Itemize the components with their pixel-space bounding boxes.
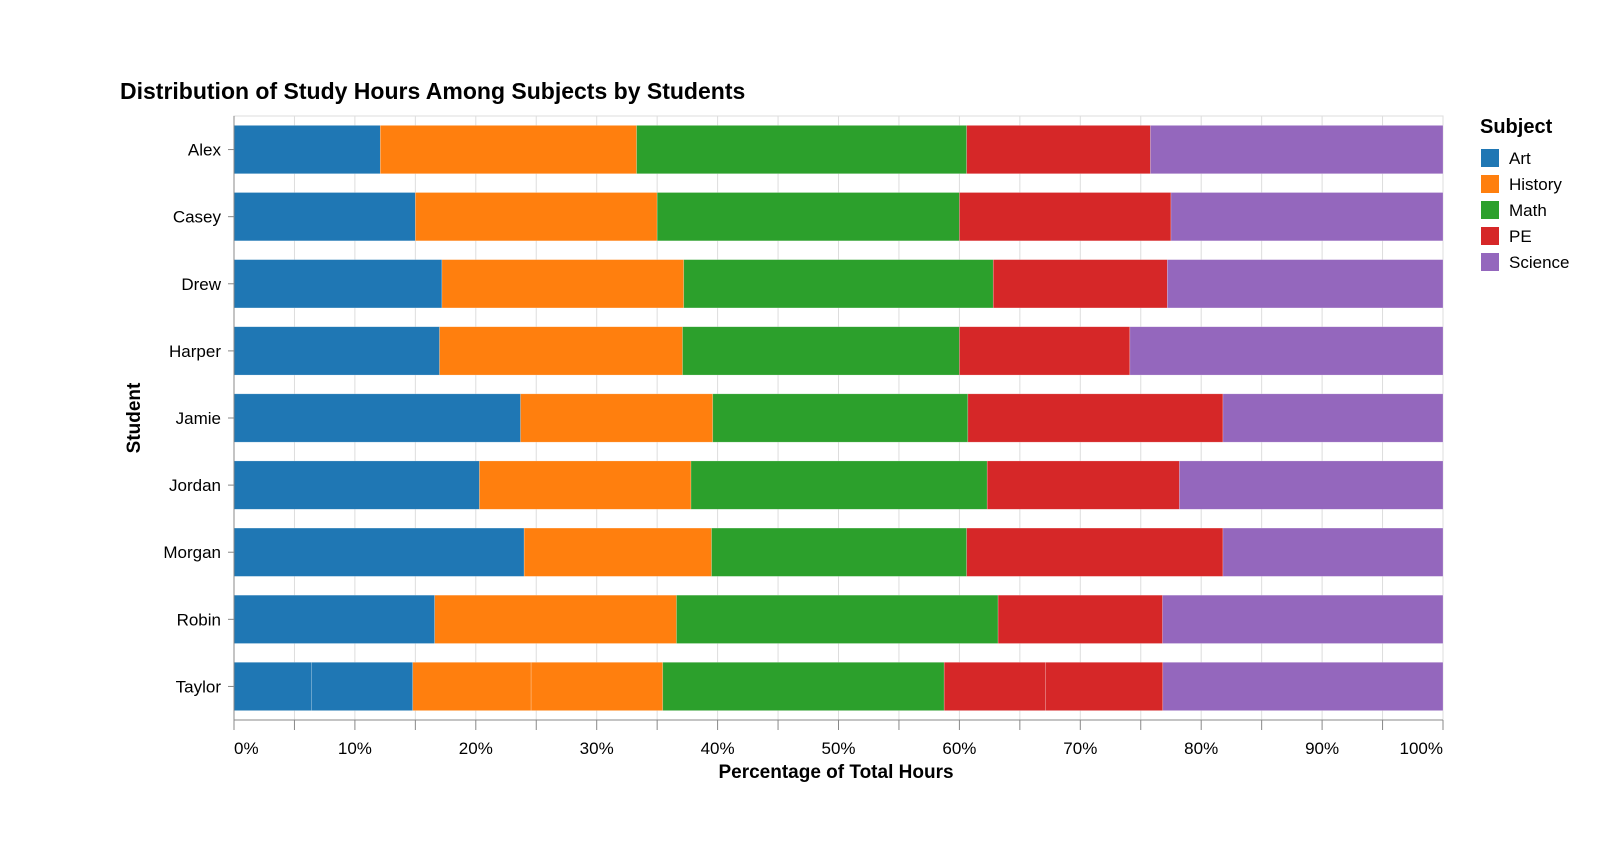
bar-pe-taylor — [943, 661, 1046, 711]
bar-history-casey — [415, 192, 658, 242]
bar-math-taylor — [662, 661, 945, 711]
legend-swatch-art — [1481, 149, 1499, 167]
bar-history-drew — [441, 259, 685, 309]
x-tick-label: 40% — [701, 739, 735, 758]
bars — [233, 125, 1444, 711]
bar-history-harper — [439, 326, 683, 376]
y-axis: Alex Casey Drew Harper Jamie Jordan Morgan Robi… — [163, 116, 235, 720]
bar-art-jordan — [233, 460, 480, 510]
bar-history-morgan — [523, 527, 712, 577]
y-tick-label: Alex — [188, 141, 222, 160]
bar-math-drew — [683, 259, 994, 309]
bar-science-robin — [1162, 594, 1444, 644]
bar-pe-robin — [997, 594, 1163, 644]
legend-label-history: History — [1509, 175, 1562, 194]
y-tick-label: Taylor — [176, 677, 222, 696]
bar-pe-morgan — [966, 527, 1224, 577]
legend: Subject Art History Math PE Science — [1480, 116, 1569, 272]
bar-art-taylor — [310, 661, 414, 711]
bar-math-morgan — [711, 527, 967, 577]
bar-art-taylor — [233, 661, 312, 711]
bar-pe-harper — [959, 326, 1131, 376]
chart-title: Distribution of Study Hours Among Subjec… — [120, 78, 745, 104]
bar-art-casey — [233, 192, 416, 242]
legend-label-math: Math — [1509, 201, 1547, 220]
legend-swatch-math — [1481, 201, 1499, 219]
bar-pe-jamie — [967, 393, 1224, 443]
bar-pe-taylor — [1045, 661, 1164, 711]
x-axis-title: Percentage of Total Hours — [718, 762, 953, 783]
x-tick-label: 100% — [1400, 739, 1443, 758]
bar-history-jordan — [479, 460, 692, 510]
x-tick-label: 50% — [821, 739, 855, 758]
bar-pe-drew — [992, 259, 1168, 309]
bar-science-morgan — [1222, 527, 1444, 577]
bar-history-taylor — [412, 661, 532, 711]
x-tick-label: 0% — [234, 739, 259, 758]
bar-math-casey — [656, 192, 960, 242]
y-tick-label: Casey — [173, 208, 222, 227]
bar-history-alex — [379, 125, 637, 175]
bar-history-robin — [434, 594, 677, 644]
y-tick-label: Robin — [177, 610, 221, 629]
x-tick-label: 10% — [338, 739, 372, 758]
bar-art-robin — [233, 594, 435, 644]
legend-label-science: Science — [1509, 253, 1569, 272]
bar-science-jamie — [1222, 393, 1444, 443]
bar-science-taylor — [1162, 661, 1444, 711]
bar-science-jordan — [1179, 460, 1444, 510]
bar-pe-jordan — [986, 460, 1180, 510]
legend-swatch-pe — [1481, 227, 1499, 245]
bar-art-morgan — [233, 527, 525, 577]
bar-history-jamie — [520, 393, 714, 443]
bar-pe-alex — [966, 125, 1151, 175]
bar-math-jordan — [690, 460, 988, 510]
x-tick-label: 70% — [1063, 739, 1097, 758]
y-tick-label: Jamie — [176, 409, 221, 428]
x-tick-label: 80% — [1184, 739, 1218, 758]
bar-science-drew — [1167, 259, 1444, 309]
legend-label-pe: PE — [1509, 227, 1532, 246]
bar-math-harper — [682, 326, 960, 376]
bar-art-harper — [233, 326, 440, 376]
y-tick-label: Drew — [181, 275, 221, 294]
legend-label-art: Art — [1509, 149, 1531, 168]
legend-swatch-history — [1481, 175, 1499, 193]
x-tick-label: 90% — [1305, 739, 1339, 758]
bar-math-jamie — [712, 393, 969, 443]
y-tick-label: Harper — [169, 342, 221, 361]
x-tick-label: 60% — [942, 739, 976, 758]
x-axis: 0% 10% 20% 30% 40% 50% 60% 70% 80% 90% 100% — [233, 719, 1444, 758]
bar-pe-casey — [959, 192, 1172, 242]
legend-swatch-science — [1481, 253, 1499, 271]
bar-science-harper — [1129, 326, 1444, 376]
bar-art-alex — [233, 125, 381, 175]
bar-art-drew — [233, 259, 443, 309]
y-tick-label: Morgan — [163, 543, 221, 562]
bar-science-casey — [1170, 192, 1444, 242]
legend-title: Subject — [1480, 116, 1553, 138]
y-tick-label: Jordan — [169, 476, 221, 495]
bar-math-robin — [676, 594, 999, 644]
x-tick-label: 30% — [580, 739, 614, 758]
bar-math-alex — [636, 125, 967, 175]
bar-science-alex — [1150, 125, 1444, 175]
x-tick-label: 20% — [459, 739, 493, 758]
bar-history-taylor — [530, 661, 664, 711]
y-axis-title: Student — [124, 382, 145, 453]
bar-art-jamie — [233, 393, 521, 443]
